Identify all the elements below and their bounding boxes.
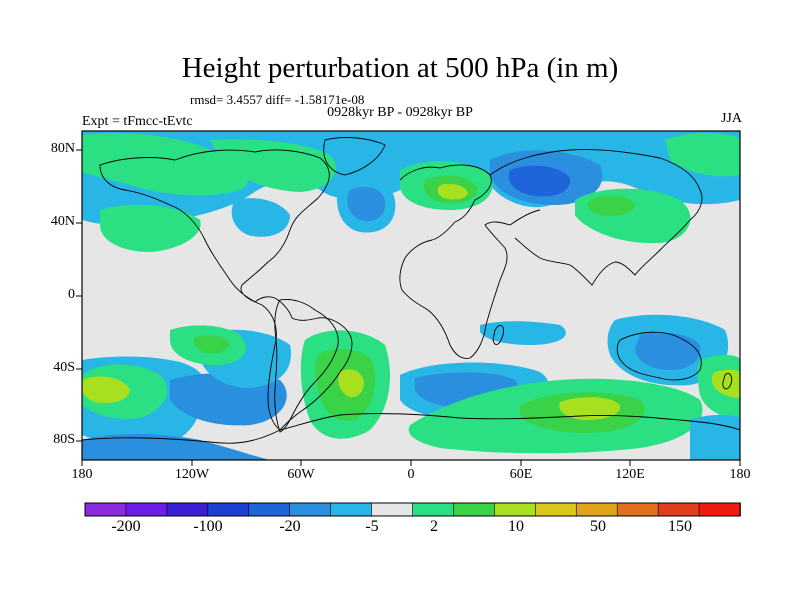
chart-title: Height perturbation at 500 hPa (in m) [181, 52, 619, 84]
contour-green-canada [210, 139, 336, 192]
lat-label-0: 0 [68, 287, 75, 302]
lat-label-80s: 80S [53, 432, 75, 447]
coast-madagascar [492, 324, 504, 346]
colorbar-label: -100 [193, 518, 223, 535]
lat-label-40n: 40N [50, 214, 75, 229]
lon-label-120w: 120W [174, 467, 210, 482]
colorbar-swatch [657, 502, 700, 517]
contour-yellow-europe [437, 183, 468, 200]
axis-ticks [76, 149, 741, 466]
contour-green-west-north [82, 133, 249, 196]
contour-yellow-south-atlantic [338, 369, 364, 398]
coast-new-zealand [722, 373, 733, 390]
lat-label-40s: 40S [53, 360, 75, 375]
experiment-label: Expt = tFmcc-tEvtc [82, 114, 193, 129]
colorbar-swatch [248, 502, 291, 517]
contour-lime-asia [588, 195, 635, 217]
colorbar-swatch [453, 502, 496, 517]
colorbar-swatch [330, 502, 373, 517]
colorbar-swatch [575, 502, 618, 517]
contour-yellow-antarctic [559, 397, 621, 420]
lon-label-180w: 180 [71, 467, 93, 482]
contour-green-pacific-ne [665, 133, 740, 177]
contour-blue-north-atlantic [347, 186, 386, 222]
lon-label-120e: 120E [615, 467, 645, 482]
coastlines [82, 137, 740, 444]
colorbar-swatch [412, 502, 455, 517]
colorbar-swatch [84, 502, 127, 517]
contour-field [82, 131, 740, 460]
coast-greenland [323, 137, 386, 176]
colorbar-swatch [166, 502, 209, 517]
period-label: 0928kyr BP - 0928kyr BP [327, 105, 473, 120]
colorbar-swatch [535, 502, 578, 517]
contour-blue-antarctic-west [82, 434, 270, 460]
colorbar-frame [84, 502, 741, 517]
contour-yellow-se-pacific [711, 369, 740, 398]
contour-darkblue-siberia [508, 165, 571, 197]
lat-label-80n: 80N [50, 141, 75, 156]
colorbar-label: -200 [111, 518, 141, 535]
contour-cyan-na-east [231, 198, 290, 237]
stats-line: rmsd= 3.4557 diff= -1.58171e-08 [190, 92, 365, 107]
colorbar-swatch [616, 502, 659, 517]
colorbar [84, 502, 741, 517]
colorbar-swatch [698, 502, 741, 517]
coast-australia [616, 331, 702, 381]
lon-label-60e: 60E [509, 467, 533, 482]
colorbar-swatch [207, 502, 250, 517]
lon-label-180e: 180 [729, 467, 751, 482]
colorbar-label: 150 [668, 518, 692, 535]
colorbar-label: 10 [508, 518, 524, 535]
colorbar-label: 2 [430, 518, 438, 535]
colorbar-swatch [371, 502, 414, 517]
contour-yellow-sw-pacific [82, 376, 130, 404]
colorbar-label: -5 [365, 518, 379, 535]
colorbar-label: 50 [590, 518, 606, 535]
coast-antarctica [82, 413, 740, 444]
contour-blue-australia [635, 332, 701, 370]
coast-south-america [274, 299, 339, 433]
lon-label-60w: 60W [287, 467, 315, 482]
coast-asia [489, 149, 703, 286]
colorbar-swatch [494, 502, 537, 517]
colorbar-swatch [125, 502, 168, 517]
contour-lime-sp-subtropics [194, 335, 230, 354]
contour-green-nw-atlantic [100, 204, 201, 252]
colorbar-label: -20 [279, 518, 301, 535]
lon-label-0: 0 [407, 467, 415, 482]
coast-europe-africa [399, 164, 541, 359]
season-label: JJA [720, 111, 742, 126]
colorbar-swatch [289, 502, 332, 517]
